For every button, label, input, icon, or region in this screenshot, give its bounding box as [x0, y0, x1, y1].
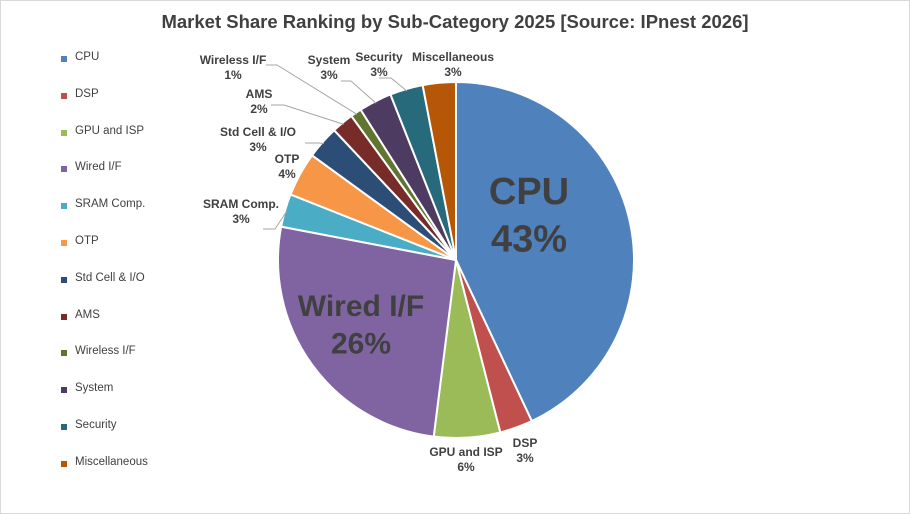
slice-label-name-dsp: DSP	[513, 436, 538, 450]
legend-swatch	[61, 240, 67, 246]
legend-swatch	[61, 203, 67, 210]
legend-label: Miscellaneous	[75, 455, 148, 468]
legend-label: AMS	[75, 308, 100, 321]
slice-label-value-dsp: 3%	[516, 451, 534, 465]
legend-swatch	[61, 92, 67, 99]
slice-label-value-cpu: 43%	[491, 219, 567, 261]
legend-label: SRAM Comp.	[75, 198, 146, 211]
slice-label-name-system: System	[308, 53, 351, 67]
slice-label-value-wired-i-f: 26%	[331, 328, 391, 361]
legend-label: DSP	[75, 87, 99, 100]
slice-label-name-miscellaneous: Miscellaneous	[412, 50, 494, 64]
slice-label-value-std-cell-i-o: 3%	[249, 140, 267, 154]
slice-label-value-miscellaneous: 3%	[444, 65, 462, 79]
leader-line-std-cell-i-o	[305, 142, 325, 145]
pie-slice-miscellaneous	[421, 80, 457, 261]
slice-label-name-std-cell-i-o: Std Cell & I/O	[220, 125, 296, 139]
legend-swatch	[61, 129, 67, 136]
legend-label: Security	[75, 419, 117, 431]
legend-label: GPU and ISP	[75, 124, 145, 137]
legend-swatch	[61, 460, 67, 467]
slice-label-value-gpu-and-isp: 6%	[457, 460, 475, 474]
legend-swatch	[61, 166, 67, 173]
legend-swatch	[61, 424, 67, 430]
legend-swatch	[61, 56, 67, 62]
slice-label-value-security: 3%	[370, 65, 388, 79]
slice-label-value-system: 3%	[320, 68, 338, 82]
pie-slice-cpu	[455, 80, 635, 423]
leader-line-wireless-i-f	[266, 64, 358, 115]
slice-label-value-wireless-i-f: 1%	[224, 68, 242, 82]
slice-label-name-ams: AMS	[246, 87, 273, 101]
leader-line-sram-comp	[263, 210, 288, 230]
slice-label-name-sram-comp: SRAM Comp.	[203, 197, 279, 211]
slice-label-name-security: Security	[355, 50, 403, 64]
legend-label: Wired I/F	[75, 161, 122, 174]
slice-label-name-wireless-i-f: Wireless I/F	[200, 53, 267, 67]
legend-label: CPU	[75, 51, 100, 63]
legend-swatch	[61, 276, 67, 283]
slice-label-name-wired-i-f: Wired I/F	[298, 290, 424, 323]
slice-label-value-otp: 4%	[278, 167, 296, 181]
slice-label-value-sram-comp: 3%	[232, 212, 250, 226]
slice-label-name-gpu-and-isp: GPU and ISP	[429, 445, 502, 459]
slice-label-name-cpu: CPU	[489, 171, 569, 213]
pie-slice-wired-i-f	[277, 225, 458, 438]
legend-swatch	[61, 350, 67, 357]
chart-title: Market Share Ranking by Sub-Category 202…	[161, 11, 749, 32]
legend-label: OTP	[75, 235, 99, 247]
legend-swatch	[61, 387, 67, 394]
legend-swatch	[61, 313, 67, 320]
legend-label: System	[75, 382, 114, 395]
leader-line-system	[341, 80, 377, 104]
legend-label: Wireless I/F	[75, 345, 136, 358]
slice-label-name-otp: OTP	[275, 152, 300, 166]
slice-label-value-ams: 2%	[250, 102, 268, 116]
leader-line-security	[379, 77, 408, 92]
leader-line-ams	[271, 104, 344, 125]
legend-label: Std Cell & I/O	[75, 271, 145, 284]
